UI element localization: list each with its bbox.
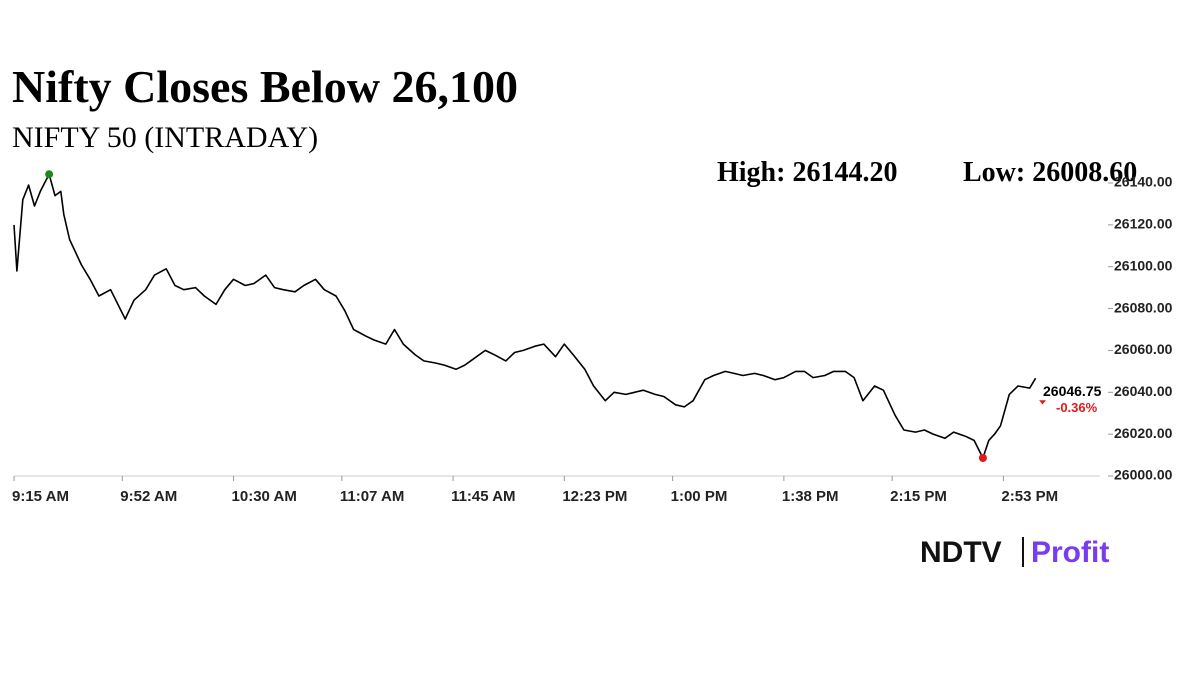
change-arrow: 🢓 — [1039, 399, 1046, 415]
last-value-label: 26046.75 — [1043, 383, 1102, 399]
change-label: -0.36% — [1056, 400, 1098, 415]
y-tick-label: 26140.00 — [1114, 174, 1173, 190]
x-tick-label: 9:15 AM — [12, 488, 69, 505]
y-tick-label: 26080.00 — [1114, 299, 1173, 315]
brand-ndtv: NDTV — [920, 536, 1002, 569]
x-tick-label: 11:45 AM — [451, 488, 515, 505]
y-tick-label: 26120.00 — [1114, 216, 1173, 232]
x-tick-label: 2:53 PM — [1001, 488, 1058, 505]
y-tick-label: 26100.00 — [1114, 257, 1173, 273]
chart-title: Nifty Closes Below 26,100 — [12, 61, 518, 112]
x-tick-label: 12:23 PM — [562, 488, 627, 505]
high-annotation: High: 26144.20 — [717, 157, 897, 188]
low-dot — [978, 454, 987, 463]
y-tick-label: 26020.00 — [1114, 425, 1173, 441]
y-tick-label: 26060.00 — [1114, 341, 1173, 357]
x-tick-label: 1:00 PM — [671, 488, 728, 505]
high-dot — [45, 170, 54, 179]
x-tick-label: 11:07 AM — [340, 488, 404, 505]
price-line — [13, 173, 1037, 459]
x-tick-label: 9:52 AM — [120, 488, 177, 505]
x-tick-label: 1:38 PM — [782, 488, 839, 505]
y-tick-label: 26000.00 — [1114, 467, 1173, 483]
chart-subtitle: NIFTY 50 (INTRADAY) — [12, 121, 318, 154]
x-tick-label: 10:30 AM — [232, 488, 297, 505]
y-tick-label: 26040.00 — [1114, 383, 1173, 399]
brand-profit: Profit — [1031, 536, 1109, 569]
x-tick-label: 2:15 PM — [890, 488, 947, 505]
